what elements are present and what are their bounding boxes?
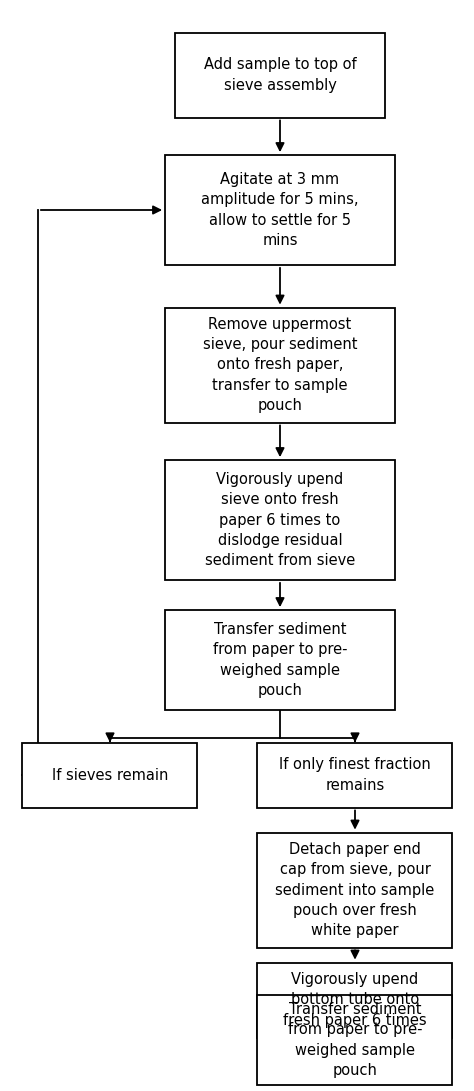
Text: Add sample to top of
sieve assembly: Add sample to top of sieve assembly — [204, 58, 356, 93]
Text: Detach paper end
cap from sieve, pour
sediment into sample
pouch over fresh
whit: Detach paper end cap from sieve, pour se… — [275, 841, 435, 938]
Text: Transfer sediment
from paper to pre-
weighed sample
pouch: Transfer sediment from paper to pre- wei… — [213, 622, 347, 698]
FancyBboxPatch shape — [165, 308, 395, 422]
FancyBboxPatch shape — [165, 155, 395, 265]
Text: If only finest fraction
remains: If only finest fraction remains — [279, 757, 431, 793]
Text: Vigorously upend
sieve onto fresh
paper 6 times to
dislodge residual
sediment fr: Vigorously upend sieve onto fresh paper … — [205, 471, 355, 568]
FancyBboxPatch shape — [257, 832, 453, 947]
Text: Remove uppermost
sieve, pour sediment
onto fresh paper,
transfer to sample
pouch: Remove uppermost sieve, pour sediment on… — [203, 316, 357, 413]
Text: Vigorously upend
bottom tube onto
fresh paper 6 times: Vigorously upend bottom tube onto fresh … — [283, 972, 427, 1028]
Text: Agitate at 3 mm
amplitude for 5 mins,
allow to settle for 5
mins: Agitate at 3 mm amplitude for 5 mins, al… — [201, 172, 359, 248]
FancyBboxPatch shape — [257, 743, 453, 807]
FancyBboxPatch shape — [22, 743, 198, 807]
FancyBboxPatch shape — [165, 610, 395, 710]
Text: Transfer sediment
from paper to pre-
weighed sample
pouch: Transfer sediment from paper to pre- wei… — [288, 1002, 422, 1078]
FancyBboxPatch shape — [257, 995, 453, 1086]
FancyBboxPatch shape — [165, 460, 395, 580]
FancyBboxPatch shape — [257, 962, 453, 1038]
Text: If sieves remain: If sieves remain — [52, 767, 168, 782]
FancyBboxPatch shape — [175, 33, 385, 118]
